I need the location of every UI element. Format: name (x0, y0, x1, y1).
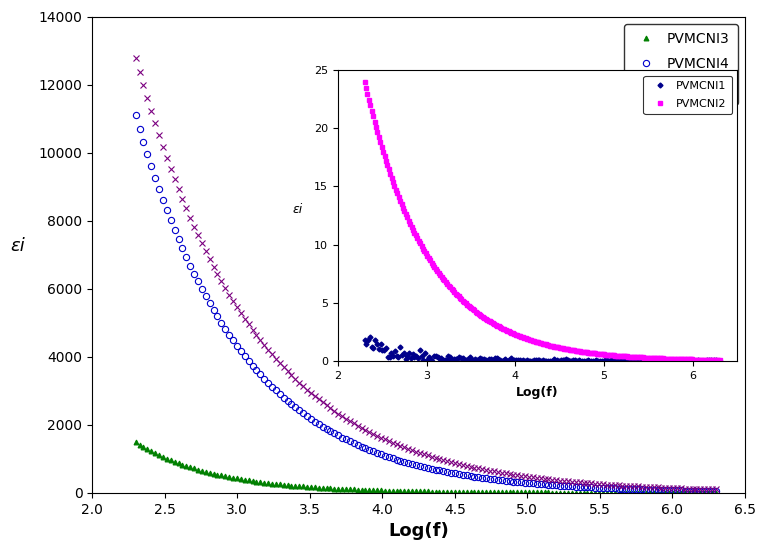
PVMCNI1 (376, 340, 386, 347)
PVMCNI3 (458, 488, 468, 495)
Legend: PVMCNI3, PVMCNI4, PVMCNI5: PVMCNI3, PVMCNI4, PVMCNI5 (624, 24, 738, 105)
Line: PVMCNI1: PVMCNI1 (362, 335, 721, 363)
PVMCNI4 (458, 472, 468, 478)
X-axis label: Log(f): Log(f) (388, 522, 449, 540)
PVMCNI4 (361, 445, 370, 452)
PVMCNI4 (131, 112, 141, 119)
PVMCNI2 (419, 245, 428, 252)
PVMCNI5 (322, 402, 331, 409)
PVMCNI3 (131, 439, 141, 446)
PVMCNI5 (610, 482, 619, 488)
PVMCNI2 (715, 357, 724, 363)
PVMCNI1 (360, 337, 369, 343)
PVMCNI4 (322, 426, 331, 432)
Line: PVMCNI2: PVMCNI2 (362, 80, 721, 362)
PVMCNI4 (532, 480, 541, 487)
PVMCNI2 (507, 329, 516, 336)
Line: PVMCNI4: PVMCNI4 (133, 112, 719, 494)
PVMCNI1 (660, 358, 669, 365)
PVMCNI2 (565, 346, 574, 353)
PVMCNI5 (361, 426, 370, 433)
PVMCNI3 (361, 487, 370, 493)
PVMCNI4 (435, 467, 444, 474)
PVMCNI5 (131, 54, 141, 61)
Y-axis label: εi: εi (10, 237, 25, 255)
PVMCNI1 (428, 357, 437, 364)
X-axis label: Log(f): Log(f) (516, 386, 559, 399)
PVMCNI2 (360, 78, 369, 85)
PVMCNI2 (502, 328, 511, 334)
PVMCNI5 (711, 486, 720, 493)
PVMCNI1 (715, 357, 724, 364)
PVMCNI4 (610, 485, 619, 492)
PVMCNI1 (383, 354, 392, 361)
PVMCNI4 (711, 488, 720, 494)
PVMCNI5 (458, 461, 468, 468)
PVMCNI1 (456, 354, 465, 361)
PVMCNI3 (610, 489, 619, 496)
PVMCNI2 (700, 357, 710, 363)
PVMCNI3 (532, 489, 541, 496)
PVMCNI2 (605, 352, 614, 358)
PVMCNI5 (435, 456, 444, 463)
PVMCNI1 (366, 334, 375, 340)
Y-axis label: εi: εi (293, 203, 303, 216)
PVMCNI3 (711, 489, 720, 496)
Line: PVMCNI5: PVMCNI5 (133, 54, 719, 493)
PVMCNI5 (532, 474, 541, 481)
Line: PVMCNI3: PVMCNI3 (134, 440, 718, 495)
PVMCNI3 (322, 485, 331, 492)
Legend: PVMCNI1, PVMCNI2: PVMCNI1, PVMCNI2 (644, 76, 732, 114)
PVMCNI1 (688, 357, 697, 364)
PVMCNI3 (435, 488, 444, 495)
PVMCNI1 (700, 357, 710, 364)
